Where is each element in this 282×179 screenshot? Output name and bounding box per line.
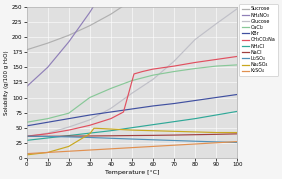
Y-axis label: Solubility (g/100 g H₂O): Solubility (g/100 g H₂O): [4, 50, 9, 115]
X-axis label: Temperature [°C]: Temperature [°C]: [105, 170, 159, 175]
Legend: Sucrose, NH₄NO₃, Glucose, CaCl₂, KBr, CH₃CO₂Na, NH₄Cl, NaCl, Li₂SO₄, Na₂SO₄, K₂S: Sucrose, NH₄NO₃, Glucose, CaCl₂, KBr, CH…: [239, 4, 278, 76]
